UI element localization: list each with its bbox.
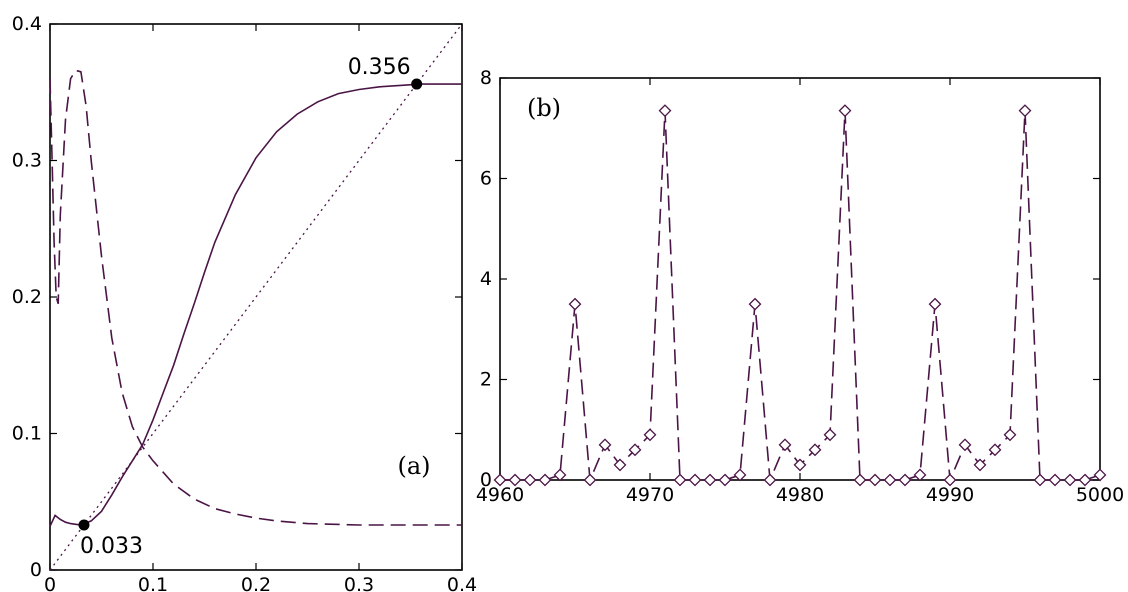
chart-b-ytick-label: 8 — [480, 67, 492, 89]
chart-b-data-point — [628, 443, 642, 457]
chart-b-data-point — [778, 438, 792, 452]
chart-b-data-point — [838, 104, 852, 118]
chart-b-xtick-label: 5000 — [1076, 484, 1124, 506]
chart-b-ytick-label: 2 — [480, 369, 492, 391]
chart-b-data-point — [973, 458, 987, 472]
chart-b-data-point — [1018, 104, 1032, 118]
chart-a-xtick-label: 0.4 — [447, 574, 477, 592]
chart-b-data-point — [493, 473, 507, 487]
chart-a-point-label: 0.033 — [80, 534, 143, 559]
chart-b-data-point — [868, 473, 882, 487]
chart-b-ytick-label: 0 — [480, 469, 492, 491]
chart-a-xtick-label: 0.2 — [241, 574, 271, 592]
chart-b-xtick-label: 4970 — [626, 484, 674, 506]
chart-b-data-point — [733, 468, 747, 482]
chart-b-data-point — [853, 473, 867, 487]
chart-b-ytick-label: 6 — [480, 168, 492, 190]
chart-b-data-point — [553, 468, 567, 482]
chart-a-ytick-label: 0.2 — [12, 286, 42, 308]
chart-b-data-point — [583, 473, 597, 487]
chart-b-data-point — [763, 473, 777, 487]
chart-b-data-point — [928, 297, 942, 311]
chart-a-series-diagonal — [49, 23, 463, 571]
chart-b-data-point — [568, 297, 582, 311]
chart-a-xtick-label: 0.1 — [138, 574, 168, 592]
chart-b-data-point — [748, 297, 762, 311]
chart-b-data-point — [508, 473, 522, 487]
chart-a-panel-label: (a) — [397, 452, 430, 480]
chart-b-data-point — [943, 473, 957, 487]
chart-a-point-label: 0.356 — [348, 55, 411, 80]
chart-b-data-point — [598, 438, 612, 452]
chart-a-fixed-point — [78, 519, 90, 531]
chart-b-ytick-label: 4 — [480, 268, 492, 290]
chart-b-data-point — [658, 104, 672, 118]
chart-a-series-dashed — [49, 69, 462, 526]
chart-b-data-point — [1048, 473, 1062, 487]
chart-b: 4960 4970 4980 4990 5000 0 2 4 6 8 (b) — [476, 67, 1124, 506]
chart-a: 0 0.1 0.2 0.3 0.4 0 0.1 0.2 0.3 0.4 0.033 0.356 (a) — [12, 13, 477, 592]
chart-b-data-point — [703, 473, 717, 487]
chart-a-ytick-label: 0 — [30, 559, 42, 581]
chart-b-data-point — [1093, 468, 1107, 482]
chart-b-panel-label: (b) — [527, 94, 561, 122]
chart-b-data-point — [523, 473, 537, 487]
chart-a-ytick-label: 0.3 — [12, 150, 42, 172]
chart-a-xtick-label: 0.3 — [344, 574, 374, 592]
chart-b-data-point — [538, 473, 552, 487]
chart-b-data-point — [793, 458, 807, 472]
chart-b-data-point — [1003, 428, 1017, 442]
chart-b-data-point — [883, 473, 897, 487]
chart-a-ytick-label: 0.4 — [12, 13, 42, 35]
chart-b-xtick-label: 4960 — [476, 484, 524, 506]
chart-b-data-point — [1078, 473, 1092, 487]
chart-b-data-point — [958, 438, 972, 452]
chart-a-ytick-label: 0.1 — [12, 423, 42, 445]
chart-b-data-point — [718, 473, 732, 487]
chart-b-data-point — [823, 428, 837, 442]
chart-b-data-point — [988, 443, 1002, 457]
chart-b-series-sequence — [500, 110, 1101, 481]
chart-a-xtick-label: 0 — [44, 574, 56, 592]
chart-b-data-point — [1033, 473, 1047, 487]
chart-b-data-point — [688, 473, 702, 487]
chart-a-fixed-point — [411, 78, 423, 90]
chart-b-data-point — [643, 428, 657, 442]
chart-b-data-point — [898, 473, 912, 487]
chart-b-data-point — [808, 443, 822, 457]
chart-b-data-point — [613, 458, 627, 472]
chart-b-data-point — [913, 468, 927, 482]
chart-b-frame — [499, 77, 1101, 481]
chart-b-data-point — [1063, 473, 1077, 487]
chart-b-xtick-label: 4980 — [776, 484, 824, 506]
chart-b-xtick-label: 4990 — [926, 484, 974, 506]
chart-b-data-point — [673, 473, 687, 487]
